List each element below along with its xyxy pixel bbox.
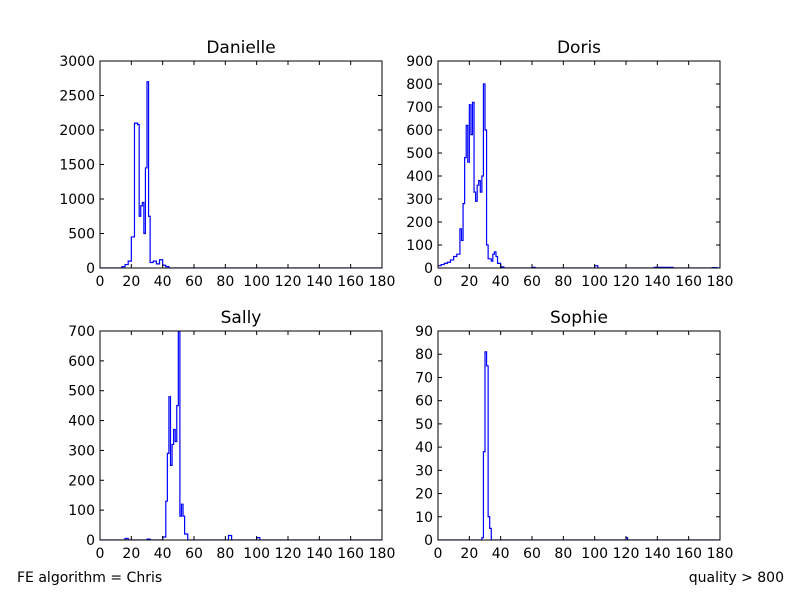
x-tick-label: 140 bbox=[644, 274, 671, 290]
y-tick-label: 40 bbox=[415, 440, 433, 456]
x-tick-label: 100 bbox=[243, 274, 270, 290]
y-tick-label: 300 bbox=[406, 192, 433, 208]
y-tick-label: 2500 bbox=[59, 89, 95, 105]
x-tick-label: 80 bbox=[554, 274, 572, 290]
y-tick-label: 500 bbox=[406, 146, 433, 162]
x-tick-label: 100 bbox=[243, 546, 270, 562]
x-tick-label: 120 bbox=[275, 546, 302, 562]
y-tick-label: 700 bbox=[406, 100, 433, 116]
y-tick-label: 400 bbox=[68, 414, 95, 430]
subplot-title: Doris bbox=[557, 38, 601, 58]
histogram-series bbox=[438, 83, 720, 268]
x-tick-label: 160 bbox=[337, 546, 364, 562]
x-tick-label: 40 bbox=[492, 546, 510, 562]
y-tick-label: 0 bbox=[86, 533, 95, 549]
x-tick-label: 180 bbox=[369, 274, 396, 290]
subplot-title: Danielle bbox=[206, 38, 275, 58]
x-tick-label: 80 bbox=[554, 546, 572, 562]
y-tick-label: 50 bbox=[415, 417, 433, 433]
x-tick-label: 140 bbox=[644, 546, 671, 562]
x-tick-label: 20 bbox=[122, 274, 140, 290]
x-tick-label: 40 bbox=[492, 274, 510, 290]
x-tick-label: 120 bbox=[613, 274, 640, 290]
x-tick-label: 180 bbox=[707, 274, 734, 290]
x-tick-label: 180 bbox=[369, 546, 396, 562]
subplot-sally: Sally 0 20 40 60 80 100 120 140 160 180 0 100 200 300 4… bbox=[68, 308, 395, 562]
x-tick-label: 100 bbox=[581, 274, 608, 290]
subplot-doris: Doris 0 20 40 60 80 100 120 140 160 180 0 100 200 300 4… bbox=[406, 38, 733, 290]
y-tick-label: 300 bbox=[68, 443, 95, 459]
y-tick-label: 600 bbox=[406, 123, 433, 139]
subplot-title: Sophie bbox=[550, 308, 608, 328]
x-tick-label: 100 bbox=[581, 546, 608, 562]
histogram-series bbox=[100, 81, 382, 268]
x-tick-label: 0 bbox=[96, 274, 105, 290]
x-tick-label: 60 bbox=[523, 546, 541, 562]
y-tick-label: 400 bbox=[406, 169, 433, 185]
x-tick-label: 80 bbox=[216, 546, 234, 562]
y-tick-label: 0 bbox=[424, 533, 433, 549]
y-tick-label: 200 bbox=[68, 473, 95, 489]
y-tick-label: 200 bbox=[406, 215, 433, 231]
y-tick-label: 10 bbox=[415, 510, 433, 526]
x-tick-label: 160 bbox=[675, 274, 702, 290]
subplot-sophie: Sophie 0 20 40 60 80 100 120 140 160 180 0 10 20 30 40 5… bbox=[415, 308, 733, 562]
y-tick-label: 60 bbox=[415, 394, 433, 410]
x-tick-label: 40 bbox=[154, 546, 172, 562]
axes-frame bbox=[99, 330, 383, 541]
x-tick-label: 140 bbox=[306, 546, 333, 562]
y-tick-label: 600 bbox=[68, 354, 95, 370]
x-tick-label: 140 bbox=[306, 274, 333, 290]
y-tick-label: 2000 bbox=[59, 123, 95, 139]
y-tick-label: 0 bbox=[86, 261, 95, 277]
histogram-series bbox=[100, 331, 382, 540]
y-tick-label: 20 bbox=[415, 487, 433, 503]
x-tick-label: 20 bbox=[460, 546, 478, 562]
x-tick-label: 0 bbox=[96, 546, 105, 562]
subplot-title: Sally bbox=[221, 308, 262, 328]
y-tick-label: 500 bbox=[68, 227, 95, 243]
axes-frame bbox=[437, 60, 721, 269]
x-tick-label: 20 bbox=[122, 546, 140, 562]
y-tick-label: 500 bbox=[68, 384, 95, 400]
x-tick-label: 160 bbox=[337, 274, 364, 290]
x-tick-label: 0 bbox=[434, 274, 443, 290]
x-tick-label: 60 bbox=[185, 274, 203, 290]
y-tick-label: 1000 bbox=[59, 192, 95, 208]
y-tick-label: 700 bbox=[68, 324, 95, 340]
x-tick-label: 180 bbox=[707, 546, 734, 562]
axes-frame bbox=[99, 60, 383, 269]
x-tick-label: 60 bbox=[185, 546, 203, 562]
y-tick-label: 800 bbox=[406, 77, 433, 93]
x-tick-label: 160 bbox=[675, 546, 702, 562]
x-tick-label: 40 bbox=[154, 274, 172, 290]
y-tick-label: 3000 bbox=[59, 54, 95, 70]
y-tick-label: 30 bbox=[415, 463, 433, 479]
x-tick-label: 120 bbox=[275, 274, 302, 290]
y-tick-label: 100 bbox=[406, 238, 433, 254]
x-tick-label: 20 bbox=[460, 274, 478, 290]
y-tick-label: 1500 bbox=[59, 158, 95, 174]
x-tick-label: 120 bbox=[613, 546, 640, 562]
y-tick-label: 90 bbox=[415, 324, 433, 340]
y-tick-label: 900 bbox=[406, 54, 433, 70]
subplot-danielle: Danielle 0 20 40 60 80 100 120 140 160 180 0 500 1000… bbox=[59, 38, 395, 290]
y-tick-label: 0 bbox=[424, 261, 433, 277]
quality-note: quality > 800 bbox=[688, 570, 784, 586]
axes-frame bbox=[437, 330, 721, 541]
x-tick-label: 0 bbox=[434, 546, 443, 562]
x-tick-label: 60 bbox=[523, 274, 541, 290]
y-tick-label: 100 bbox=[68, 503, 95, 519]
y-tick-label: 70 bbox=[415, 370, 433, 386]
histogram-series bbox=[438, 351, 720, 540]
y-tick-label: 80 bbox=[415, 347, 433, 363]
algorithm-note: FE algorithm = Chris bbox=[17, 570, 163, 586]
x-tick-label: 80 bbox=[216, 274, 234, 290]
